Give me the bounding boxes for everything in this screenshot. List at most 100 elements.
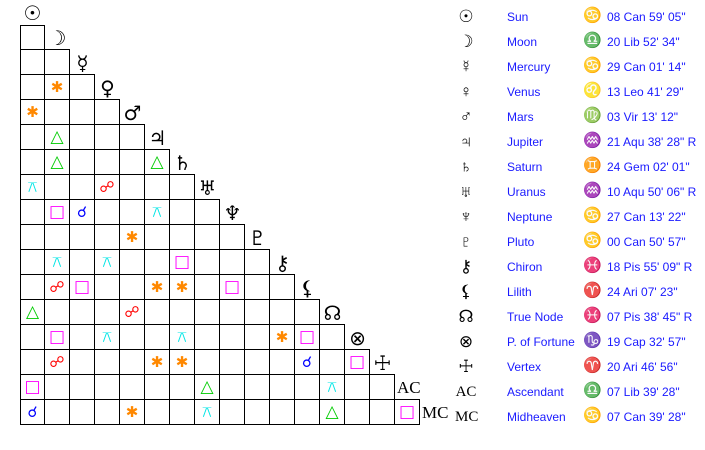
mercury-glyph-icon: ☿: [76, 50, 89, 75]
grid-cell: [20, 74, 45, 100]
grid-cell: [169, 224, 195, 250]
zodiac-sign-icon: ♊: [583, 157, 602, 174]
quincunx-aspect-icon: ⚻: [52, 252, 62, 271]
grid-cell: ⚻: [194, 399, 220, 425]
grid-cell: [144, 249, 170, 275]
uranus-icon: ♅: [459, 182, 473, 201]
mars-icon: ♂: [459, 107, 473, 126]
planet-name: Lilith: [507, 285, 532, 299]
planet-name: Ascendant: [507, 385, 564, 399]
zodiac-sign-icon: ♋: [583, 57, 602, 74]
square-aspect-icon: □: [73, 276, 91, 297]
grid-cell: ☍: [119, 299, 145, 325]
chiron-glyph-icon: ⚷: [275, 250, 290, 275]
grid-cell: [144, 224, 170, 250]
planet-name: Uranus: [507, 185, 546, 199]
planet-name: Moon: [507, 35, 538, 49]
grid-cell: [119, 149, 145, 175]
planet-row-jupiter: ♃ Jupiter ♒ 21 Aqu 38' 28" R: [455, 132, 705, 160]
grid-cell: [244, 399, 270, 425]
saturn-glyph-icon: ♄: [173, 150, 192, 175]
quincunx-aspect-icon: ⚻: [327, 377, 337, 396]
grid-cell: [44, 399, 70, 425]
planet-position: 21 Aqu 38' 28" R: [607, 135, 697, 149]
grid-cell: ⚻: [44, 249, 70, 275]
planet-row-lilith: ⚸ Lilith ♈ 24 Ari 07' 23": [455, 282, 705, 310]
grid-cell: [94, 299, 120, 325]
grid-cell: □: [44, 324, 70, 350]
grid-cell: △: [194, 374, 220, 400]
grid-cell: [94, 149, 120, 175]
grid-cell: ✱: [44, 74, 70, 100]
grid-cell: ☍: [44, 349, 70, 375]
grid-cell: [69, 74, 95, 100]
grid-cell: ☍: [44, 274, 70, 300]
planet-position: 24 Gem 02' 01": [607, 160, 690, 174]
midheaven-glyph-icon: MC: [422, 403, 449, 422]
planet-row-mars: ♂ Mars ♍ 03 Vir 13' 12": [455, 107, 705, 135]
planet-row-midheaven: MC Midheaven ♋ 07 Can 39' 28": [455, 407, 705, 435]
grid-cell: [319, 324, 345, 350]
sextile-aspect-icon: ✱: [150, 352, 164, 371]
planet-position: 03 Vir 13' 12": [607, 110, 679, 124]
grid-cell: [294, 399, 320, 425]
planet-row-true-node: ☊ True Node ♓ 07 Pis 38' 45" R: [455, 307, 705, 335]
quincunx-aspect-icon: ⚻: [102, 327, 112, 346]
grid-cell: △: [44, 124, 70, 150]
quincunx-aspect-icon: ⚻: [152, 202, 162, 221]
trine-aspect-icon: △: [50, 151, 64, 172]
jupiter-glyph-icon: ♃: [148, 125, 167, 150]
grid-cell: [119, 199, 145, 225]
grid-cell: [69, 324, 95, 350]
grid-cell: [119, 374, 145, 400]
zodiac-sign-icon: ♋: [583, 207, 602, 224]
grid-cell: △: [319, 399, 345, 425]
jupiter-icon: ♃: [459, 132, 473, 151]
grid-cell: □: [20, 374, 45, 400]
grid-cell: [94, 124, 120, 150]
planet-position: 07 Pis 38' 45" R: [607, 310, 693, 324]
grid-cell: [269, 274, 295, 300]
grid-cell: ✱: [169, 349, 195, 375]
planet-position: 13 Leo 41' 29": [607, 85, 684, 99]
trine-aspect-icon: △: [325, 401, 339, 422]
grid-cell: ⚻: [94, 324, 120, 350]
grid-cell: □: [344, 349, 370, 375]
opposition-aspect-icon: ☍: [99, 177, 115, 196]
pluto-icon: ♇: [459, 232, 473, 251]
planet-row-mercury: ☿ Mercury ♋ 29 Can 01' 14": [455, 57, 705, 85]
planet-name: Venus: [507, 85, 541, 99]
planet-row-venus: ♀ Venus ♌ 13 Leo 41' 29": [455, 82, 705, 110]
planet-name: Pluto: [507, 235, 535, 249]
grid-cell: [69, 224, 95, 250]
zodiac-sign-icon: ♈: [583, 282, 602, 299]
square-aspect-icon: □: [48, 201, 66, 222]
zodiac-sign-icon: ♋: [583, 7, 602, 24]
grid-cell: [219, 224, 245, 250]
planet-row-ascendant: AC Ascendant ♎ 07 Lib 39' 28": [455, 382, 705, 410]
planet-position: 07 Can 39' 28": [607, 410, 686, 424]
grid-cell: [20, 49, 45, 75]
planet-name: Mars: [507, 110, 534, 124]
grid-cell: [69, 249, 95, 275]
grid-cell: [69, 124, 95, 150]
zodiac-sign-icon: ♍: [583, 107, 602, 124]
grid-cell: [144, 299, 170, 325]
ascendant-icon: AC: [455, 384, 477, 400]
grid-cell: [369, 374, 395, 400]
grid-cell: [20, 124, 45, 150]
planet-name: P. of Fortune: [507, 335, 575, 349]
grid-cell: [369, 399, 395, 425]
opposition-aspect-icon: ☍: [124, 302, 140, 321]
moon-glyph-icon: ☽: [48, 25, 67, 50]
grid-cell: [144, 324, 170, 350]
planet-row-chiron: ⚷ Chiron ♓ 18 Pis 55' 09" R: [455, 257, 705, 285]
grid-cell: [144, 399, 170, 425]
trine-aspect-icon: △: [50, 126, 64, 147]
zodiac-sign-icon: ♌: [583, 82, 602, 99]
moon-icon: ☽: [458, 32, 474, 51]
sextile-aspect-icon: ✱: [50, 77, 64, 96]
grid-cell: [194, 274, 220, 300]
square-aspect-icon: □: [348, 351, 366, 372]
planet-position: 08 Can 59' 05": [607, 10, 686, 24]
